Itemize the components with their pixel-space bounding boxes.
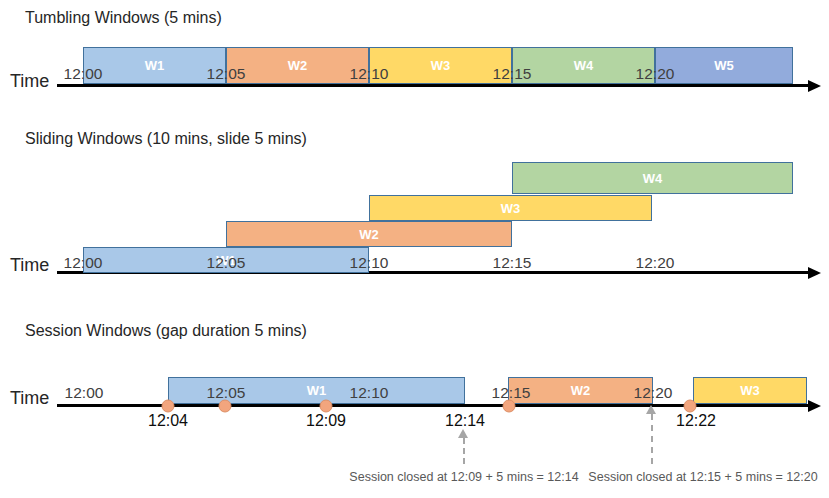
session-event-label-1204: 12:04 (148, 413, 188, 429)
tumbling-tick-1215: 12:15 (493, 66, 532, 82)
session-event-label-1222: 12:22 (676, 413, 716, 429)
tumbling-window-label-w4: W4 (574, 59, 594, 72)
tumbling-window-w2: W2 (226, 47, 369, 84)
sliding-tick-1220: 12:20 (636, 255, 675, 271)
tumbling-tick-1210: 12:10 (350, 66, 389, 82)
tumbling-window-w1: W1 (83, 47, 226, 84)
session-tick-1215: 12:15 (492, 385, 531, 401)
session-tick-1200: 12:00 (65, 385, 104, 401)
session-caption-1: Session closed at 12:09 + 5 mins = 12:14 (349, 471, 578, 484)
sliding-tick-1210: 12:10 (350, 255, 389, 271)
session-event-label-1214: 12:14 (445, 413, 485, 429)
tumbling-tick-1200: 12:00 (64, 66, 103, 82)
sliding-window-label-w4: W4 (643, 172, 663, 185)
session-window-label-w3: W3 (740, 384, 760, 397)
tumbling-window-label-w5: W5 (714, 59, 734, 72)
tumbling-window-w5: W5 (655, 47, 793, 84)
sliding-tick-1215: 12:15 (493, 255, 532, 271)
session-window-w3: W3 (693, 377, 807, 404)
session-event-dot-3 (320, 400, 333, 413)
tumbling-window-label-w3: W3 (431, 59, 451, 72)
windowing-diagram: Tumbling Windows (5 mins)TimeW1W2W3W4W51… (0, 0, 829, 498)
sliding-window-w4: W4 (512, 162, 793, 194)
session-event-dot-2 (219, 400, 232, 413)
sliding-tick-1200: 12:00 (64, 255, 103, 271)
session-annotation-arrow-1 (463, 438, 465, 464)
tumbling-window-w4: W4 (512, 47, 655, 84)
session-window-label-w2: W2 (571, 384, 591, 397)
session-tick-1210: 12:10 (350, 385, 389, 401)
session-event-dot-4 (503, 400, 516, 413)
session-tick-1220: 12:20 (634, 385, 673, 401)
sliding-window-label-w2: W2 (359, 228, 379, 241)
tumbling-window-w3: W3 (369, 47, 512, 84)
tumbling-window-label-w1: W1 (145, 59, 165, 72)
session-event-dot-5 (684, 400, 697, 413)
tumbling-tick-1205: 12:05 (207, 66, 246, 82)
tumbling-time-axis-label: Time (10, 72, 49, 90)
tumbling-window-label-w2: W2 (288, 59, 308, 72)
session-window-label-w1: W1 (307, 384, 327, 397)
sliding-window-w2: W2 (226, 221, 512, 247)
sliding-time-axis-label: Time (10, 256, 49, 274)
session-event-dot-1 (162, 400, 175, 413)
session-event-label-1209: 12:09 (306, 413, 346, 429)
sliding-window-label-w3: W3 (501, 202, 521, 215)
session-annotation-arrow-2 (651, 414, 653, 464)
sliding-tick-1205: 12:05 (207, 255, 246, 271)
session-tick-1205: 12:05 (207, 385, 246, 401)
session-time-axis-label: Time (10, 389, 49, 407)
session-caption-2: Session closed at 12:15 + 5 mins = 12:20 (588, 471, 817, 484)
sliding-window-w3: W3 (369, 195, 652, 221)
tumbling-tick-1220: 12:20 (636, 66, 675, 82)
session-title: Session Windows (gap duration 5 mins) (25, 321, 307, 340)
